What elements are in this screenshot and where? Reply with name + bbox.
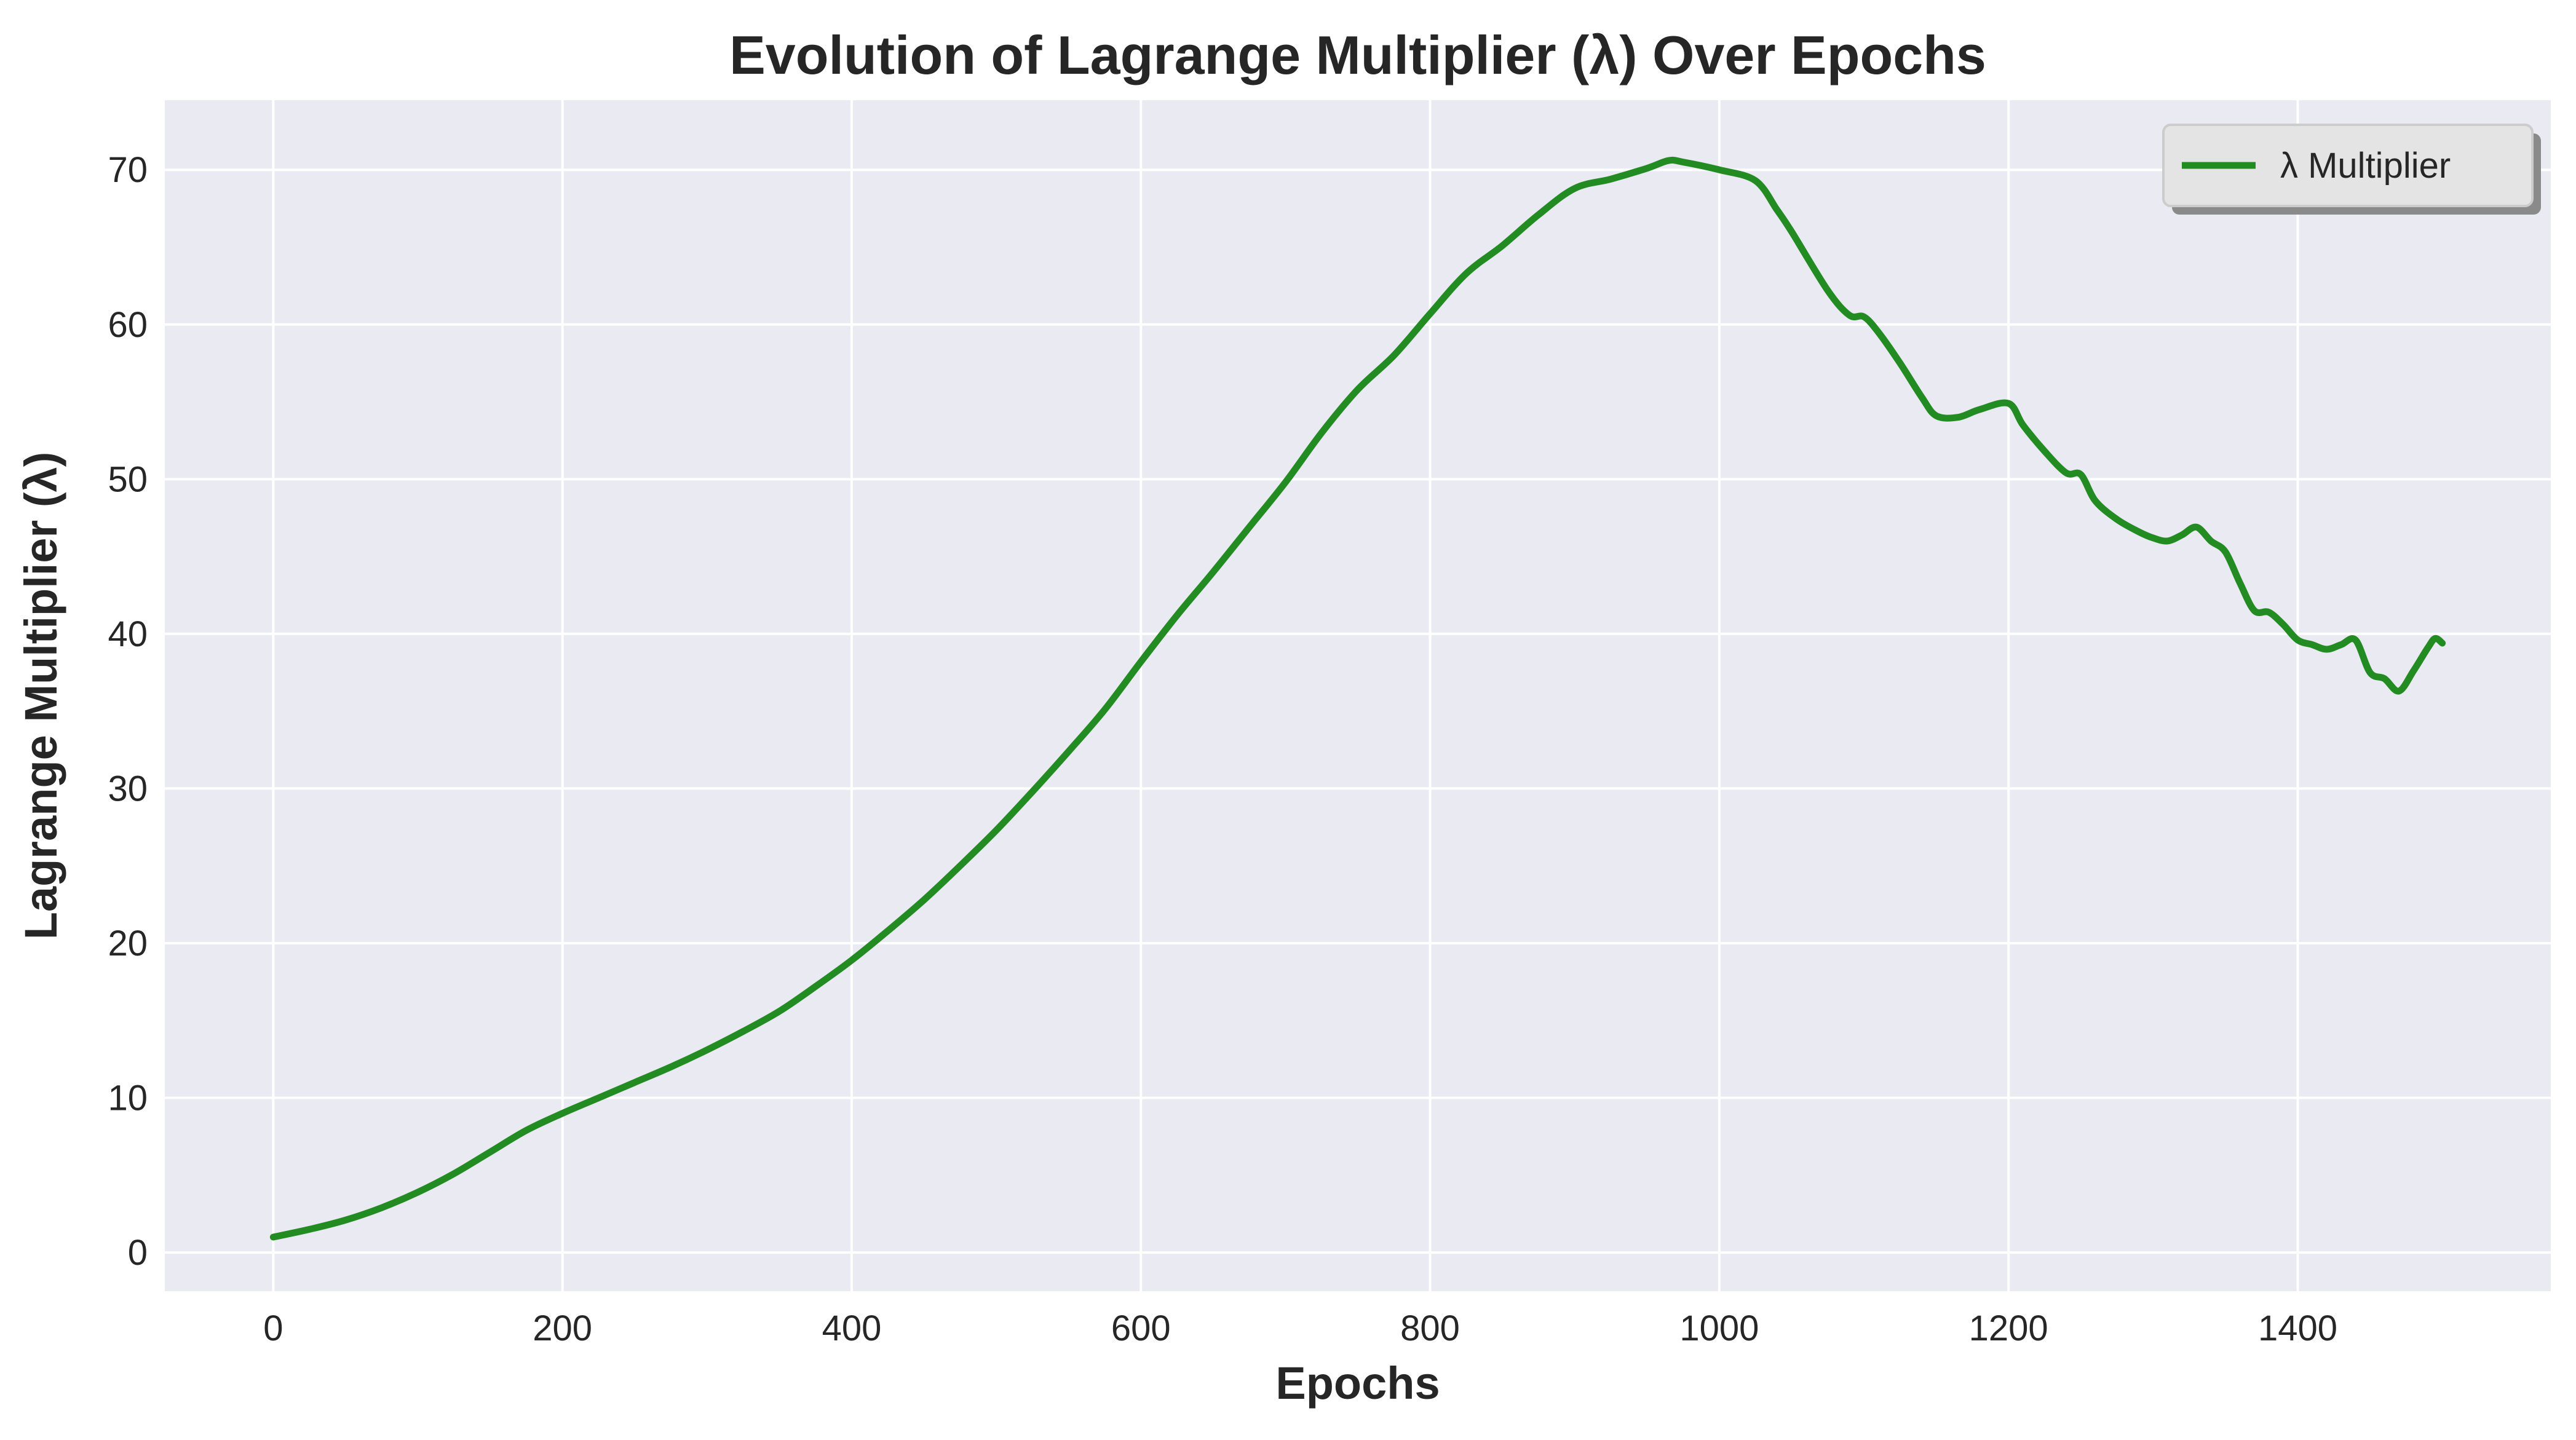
y-tick-label: 40 [108, 614, 148, 654]
y-tick-label: 0 [128, 1233, 148, 1273]
plot-area [165, 100, 2551, 1291]
x-tick-label: 1000 [1679, 1308, 1759, 1348]
y-axis-label: Lagrange Multiplier (λ) [15, 452, 66, 940]
legend: λ Multiplier [2162, 124, 2541, 215]
x-tick-label: 0 [263, 1308, 283, 1348]
legend-box [2162, 124, 2534, 207]
x-tick-label: 600 [1111, 1308, 1171, 1348]
tick-labels: 0 200 400 600 800 1000 1200 1400 0 10 20 30 40 50 60 70 [108, 150, 2337, 1348]
y-tick-label: 30 [108, 769, 148, 809]
y-tick-label: 20 [108, 924, 148, 963]
x-tick-label: 1400 [2258, 1308, 2337, 1348]
series-lines [269, 156, 2446, 1241]
x-tick-label: 400 [822, 1308, 882, 1348]
y-tick-label: 70 [108, 150, 148, 190]
x-tick-label: 1200 [1969, 1308, 2048, 1348]
x-tick-label: 800 [1400, 1308, 1460, 1348]
y-tick-label: 50 [108, 459, 148, 499]
chart-title: Evolution of Lagrange Multiplier (λ) Ove… [729, 25, 1986, 85]
x-axis-label: Epochs [1275, 1358, 1440, 1409]
x-tick-label: 200 [533, 1308, 592, 1348]
y-tick-label: 10 [108, 1078, 148, 1118]
y-tick-label: 60 [108, 305, 148, 345]
series-line [269, 156, 2446, 1241]
legend-label: λ Multiplier [2280, 146, 2451, 186]
grid-lines [165, 100, 2551, 1291]
